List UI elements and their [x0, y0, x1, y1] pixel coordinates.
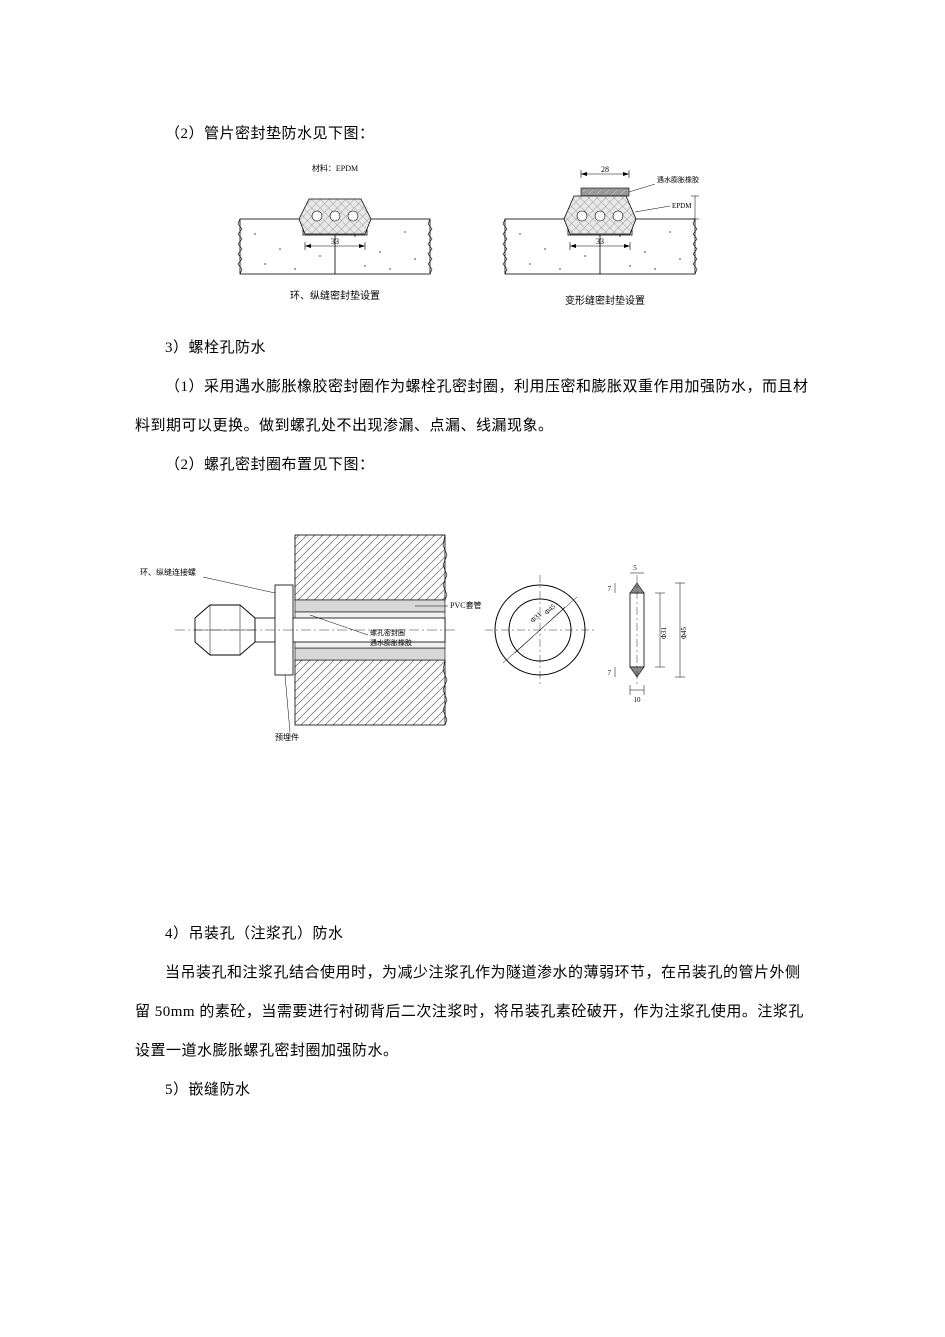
svg-text:预埋件: 预埋件 — [275, 732, 299, 742]
svg-text:28: 28 — [601, 165, 609, 174]
para-3-2: （2）螺孔密封圈布置见下图： — [135, 446, 815, 485]
svg-text:5: 5 — [633, 564, 637, 572]
heading-4: 4）吊装孔（注浆孔）防水 — [135, 915, 815, 954]
svg-text:7: 7 — [608, 669, 612, 677]
fig-left-caption: 环、纵缝密封垫设置 — [290, 290, 380, 304]
svg-text:Φ45: Φ45 — [680, 626, 688, 639]
svg-text:Φ31: Φ31 — [660, 626, 668, 639]
fig-right-caption: 变形缝密封垫设置 — [565, 295, 645, 309]
bolt-svg: 环、纵缝连接螺 PVC套管 螺孔密封圈 遇水膨胀橡胶 预埋件 Φ31 Φ45 5… — [135, 515, 695, 745]
heading-5: 5）嵌缝防水 — [135, 1071, 815, 1110]
svg-text:10: 10 — [634, 696, 642, 704]
svg-text:遇水膨胀橡胶: 遇水膨胀橡胶 — [657, 175, 699, 184]
heading-3: 3）螺栓孔防水 — [135, 329, 815, 368]
svg-text:遇水膨胀橡胶: 遇水膨胀橡胶 — [370, 638, 412, 647]
svg-text:33: 33 — [331, 237, 339, 246]
svg-text:PVC套管: PVC套管 — [450, 600, 482, 610]
svg-text:Φ45: Φ45 — [543, 602, 558, 616]
svg-text:33: 33 — [596, 237, 604, 246]
para-4-body: 当吊装孔和注浆孔结合使用时，为减少注浆孔作为隧道渗水的薄弱环节，在吊装孔的管片外… — [135, 954, 815, 1071]
svg-text:Φ31: Φ31 — [529, 610, 544, 624]
figure-gaskets: 材料：EPDM — [135, 164, 815, 309]
para-2: （2）管片密封垫防水见下图： — [135, 115, 815, 154]
svg-text:环、纵缝连接螺: 环、纵缝连接螺 — [140, 567, 196, 577]
svg-text:EPDM: EPDM — [672, 202, 692, 210]
material-label: 材料：EPDM — [312, 164, 358, 174]
svg-text:螺孔密封圈: 螺孔密封圈 — [370, 628, 405, 637]
gasket-right-svg: 28 遇水膨胀橡胶 EPDM — [495, 164, 715, 289]
figure-bolt: 环、纵缝连接螺 PVC套管 螺孔密封圈 遇水膨胀橡胶 预埋件 Φ31 Φ45 5… — [135, 515, 815, 745]
gasket-left-svg: 33 — [235, 174, 435, 284]
fig-left-col: 材料：EPDM — [235, 164, 435, 309]
para-3-1: （1）采用遇水膨胀橡胶密封圈作为螺栓孔密封圈，利用压密和膨胀双重作用加强防水，而… — [135, 368, 815, 446]
svg-text:7: 7 — [608, 585, 612, 593]
fig-right-col: 28 遇水膨胀橡胶 EPDM — [495, 164, 715, 309]
